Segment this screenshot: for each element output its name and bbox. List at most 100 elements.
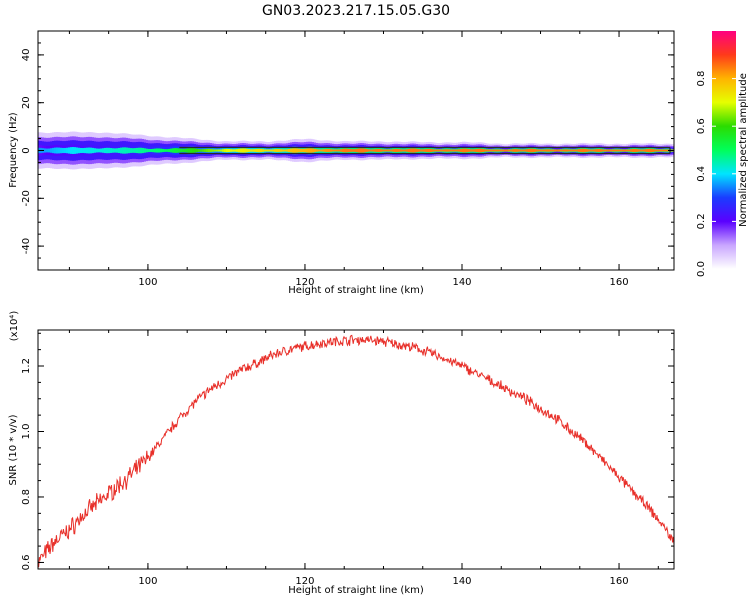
heatmap-cell	[228, 149, 231, 152]
heatmap-cell	[512, 149, 515, 152]
snr-frame	[37, 329, 675, 570]
heatmap-cell	[362, 148, 365, 153]
heatmap-cell	[650, 148, 653, 153]
heatmap-cell	[70, 147, 73, 154]
heatmap-cell	[208, 148, 211, 153]
heatmap-cell	[652, 149, 655, 152]
heatmap-cell	[516, 149, 519, 152]
heatmap-cell	[158, 148, 161, 153]
heatmap-cell	[58, 147, 61, 154]
x-tick-label: 100	[138, 277, 157, 288]
heatmap-cell	[144, 148, 147, 153]
heatmap-cell	[218, 149, 221, 152]
heatmap-cell	[478, 148, 481, 153]
heatmap-cell	[556, 149, 559, 152]
heatmap-cell	[366, 149, 369, 152]
heatmap-cell	[472, 149, 475, 152]
x-tick-label: 140	[452, 277, 471, 288]
heatmap-cell	[232, 149, 235, 152]
heatmap-cell	[354, 149, 357, 152]
heatmap-cell	[78, 147, 81, 154]
heatmap-cell	[508, 149, 511, 152]
heatmap-cell	[296, 148, 299, 153]
heatmap-cell	[344, 148, 347, 153]
heatmap-cell	[302, 148, 305, 153]
heatmap-cell	[216, 149, 219, 152]
heatmap-cell	[64, 147, 67, 154]
heatmap-cell	[586, 149, 589, 152]
heatmap-cell	[100, 148, 103, 153]
heatmap-cell	[408, 148, 411, 153]
heatmap-cell	[534, 149, 537, 152]
heatmap-cell	[222, 149, 225, 152]
heatmap-cell	[72, 147, 75, 154]
heatmap-cell	[54, 147, 57, 154]
heatmap-cell	[322, 149, 325, 152]
heatmap-cell	[90, 147, 93, 154]
heatmap-cell	[582, 148, 585, 153]
y-tick-label: -20	[21, 190, 32, 206]
y-tick-label: 0	[21, 147, 32, 153]
heatmap-cell	[320, 149, 323, 152]
heatmap-cell	[420, 149, 423, 152]
heatmap-cell	[180, 148, 183, 153]
x-tick-label: 160	[609, 576, 628, 587]
heatmap-cell	[200, 149, 203, 152]
x-tick-label: 120	[295, 277, 314, 288]
heatmap-cell	[416, 148, 419, 153]
heatmap-cell	[410, 148, 413, 153]
heatmap-cell	[572, 149, 575, 152]
heatmap-cell	[456, 149, 459, 152]
heatmap-cell	[76, 147, 79, 154]
heatmap-cell	[134, 148, 137, 153]
heatmap-cell	[334, 149, 337, 152]
snr-panel: 100 120 140 160 0.6 0.8 1.0 1.2 Height of stra…	[8, 311, 675, 596]
heatmap-cell	[400, 149, 403, 152]
heatmap-cell	[426, 148, 429, 153]
heatmap-cell	[290, 148, 293, 153]
heatmap-cell	[154, 148, 157, 153]
heatmap-cell	[656, 149, 659, 152]
heatmap-cell	[444, 149, 447, 152]
heatmap-cell	[632, 148, 635, 153]
heatmap-cell	[112, 148, 115, 153]
heatmap-cell	[616, 149, 619, 152]
heatmap-cell	[638, 149, 641, 152]
heatmap-cell	[270, 149, 273, 152]
heatmap-cell	[404, 149, 407, 152]
heatmap-cell	[254, 149, 257, 152]
heatmap-cell	[498, 149, 501, 152]
heatmap-cell	[120, 147, 123, 154]
heatmap-cell	[500, 149, 503, 152]
heatmap-cell	[644, 149, 647, 152]
heatmap-cell	[236, 149, 239, 152]
heatmap-cell	[56, 147, 59, 154]
heatmap-cell	[414, 148, 417, 153]
heatmap-cell	[396, 149, 399, 152]
heatmap-cell	[104, 147, 107, 154]
heatmap-cell	[628, 149, 631, 152]
heatmap-cell	[646, 149, 649, 152]
heatmap-cell	[642, 149, 645, 152]
heatmap-cell	[276, 149, 279, 152]
colorbar-tick-label: 0.4	[696, 166, 707, 182]
heatmap-cell	[394, 149, 397, 152]
x-tick-label: 140	[452, 576, 471, 587]
heatmap-cell	[370, 149, 373, 152]
snr-line-layer	[38, 334, 674, 568]
heatmap-cell	[166, 149, 169, 152]
heatmap-cell	[68, 147, 71, 154]
heatmap-cell	[660, 149, 663, 152]
snr-x-ticks: 100 120 140 160	[68, 330, 659, 587]
snr-series-line	[38, 334, 674, 568]
heatmap-cell	[506, 149, 509, 152]
heatmap-cell	[204, 149, 207, 152]
heatmap-cell	[258, 148, 261, 153]
heatmap-cell	[52, 147, 55, 154]
heatmap-cell	[496, 149, 499, 152]
heatmap-cell	[312, 148, 315, 153]
heatmap-cell	[308, 148, 311, 153]
heatmap-cell	[330, 149, 333, 152]
heatmap-cell	[346, 148, 349, 153]
heatmap-cell	[202, 149, 205, 152]
